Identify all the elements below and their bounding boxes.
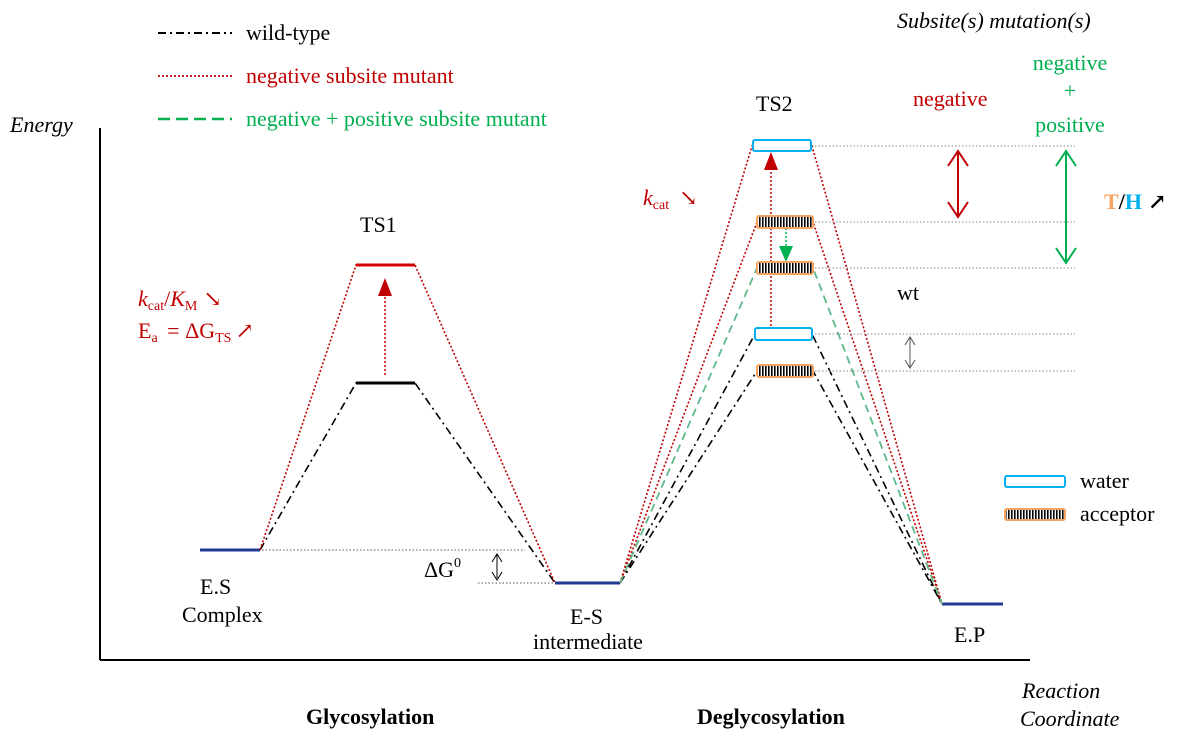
subsite-np-line2: + bbox=[1064, 78, 1076, 103]
es-complex-label-line2: Complex bbox=[182, 602, 263, 627]
x-axis-label-line1: Reaction bbox=[1021, 678, 1100, 703]
glycosylation-label: Glycosylation bbox=[306, 704, 434, 729]
subsite-np-line1: negative bbox=[1033, 50, 1108, 75]
deglyco-wildtype-acceptor-path bbox=[619, 370, 943, 605]
ts2-red-shift-head bbox=[764, 152, 778, 170]
ts2-label: TS2 bbox=[756, 91, 793, 116]
box-legend: water acceptor bbox=[1004, 468, 1155, 526]
ts1-label: TS1 bbox=[360, 212, 397, 237]
ts2-green-shift-head bbox=[779, 246, 793, 262]
y-axis-label: Energy bbox=[9, 112, 73, 137]
ts2-neg-acceptor-box bbox=[756, 215, 814, 229]
ts2-wt-acceptor-box bbox=[756, 364, 814, 378]
wt-label: wt bbox=[897, 280, 919, 305]
kcat-km-annotation: kcat/KM ↘ bbox=[138, 286, 222, 314]
deglyco-negative-water-path bbox=[619, 145, 943, 605]
subsite-negative-label: negative bbox=[913, 86, 988, 111]
ts2-wt-water-box bbox=[754, 327, 813, 341]
es-complex-label-line1: E.S bbox=[200, 574, 231, 599]
dg0-label: ΔG0 bbox=[424, 556, 461, 582]
glyco-wildtype-path bbox=[259, 382, 556, 584]
legend-water-swatch bbox=[1004, 475, 1066, 488]
legend-water-label: water bbox=[1080, 468, 1130, 493]
glyco-negative-path bbox=[259, 264, 556, 584]
subsite-np-line3: positive bbox=[1035, 112, 1105, 137]
esi-label-line2: intermediate bbox=[533, 629, 643, 654]
t-h-annotation: T/H ↗ bbox=[1104, 189, 1166, 214]
ts2-negpos-acceptor-box bbox=[756, 261, 814, 275]
esi-label-line1: E-S bbox=[570, 604, 603, 629]
line-legend: wild-type negative subsite mutant negati… bbox=[158, 20, 547, 131]
wt-double-arrow bbox=[904, 336, 916, 369]
dg0-double-arrow bbox=[491, 553, 503, 581]
ts2-neg-water-box bbox=[752, 139, 812, 152]
legend-acceptor-swatch bbox=[1004, 508, 1066, 521]
deglycosylation-label: Deglycosylation bbox=[697, 704, 845, 729]
negative-double-arrow bbox=[947, 149, 969, 219]
legend-acceptor-label: acceptor bbox=[1080, 501, 1155, 526]
negpos-double-arrow bbox=[1055, 149, 1077, 265]
ep-label: E.P bbox=[954, 622, 985, 647]
x-axis-label-line2: Coordinate bbox=[1020, 706, 1120, 731]
subsite-title: Subsite(s) mutation(s) bbox=[897, 8, 1091, 33]
legend-negpos-label: negative + positive subsite mutant bbox=[246, 106, 547, 131]
legend-negative-label: negative subsite mutant bbox=[246, 63, 454, 88]
ea-annotation: Ea = ΔGTS ↗ bbox=[138, 318, 254, 346]
legend-wildtype-label: wild-type bbox=[246, 20, 330, 45]
ts1-shift-arrow-head bbox=[378, 278, 392, 296]
kcat-ts2-annotation: kcat ↘ bbox=[643, 185, 698, 213]
deglyco-negative-acceptor-path bbox=[619, 221, 943, 605]
